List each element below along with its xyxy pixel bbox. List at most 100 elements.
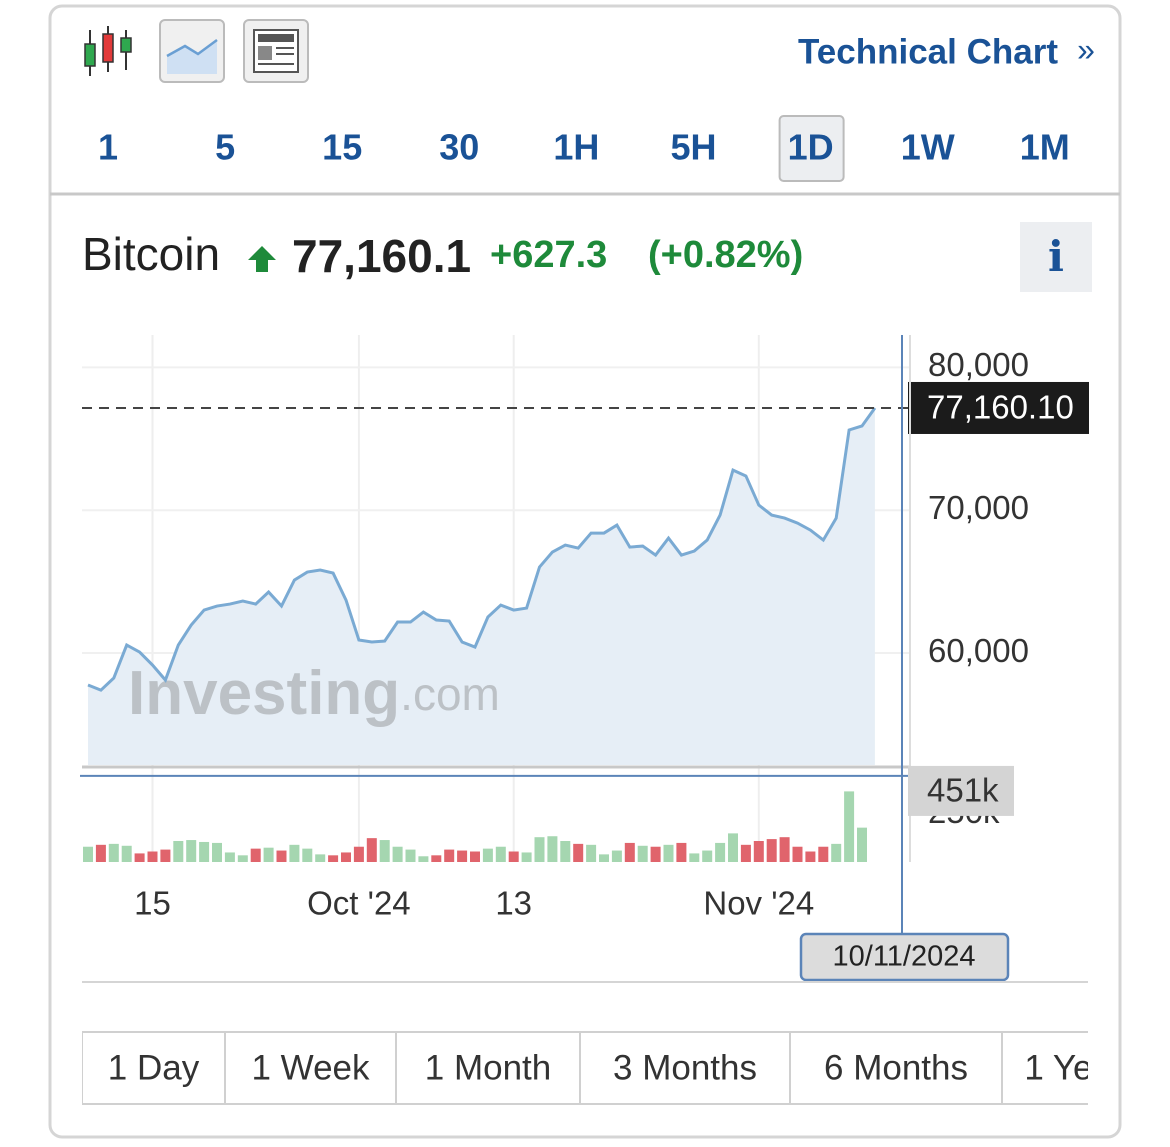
volume-bar [728,833,738,862]
table-icon[interactable] [243,19,309,83]
volume-bar [844,791,855,862]
range-label[interactable]: 1 Week [251,1048,370,1087]
link-arrow[interactable]: » [1077,31,1095,67]
volume-bar [95,844,106,862]
volume-bar [495,846,506,862]
technical-chart-link[interactable]: Technical Chart [798,32,1058,71]
volume-bar [366,838,377,862]
volume-bar [186,840,197,862]
x-tick-label: Nov '24 [703,885,814,922]
candle-icon[interactable] [84,26,132,76]
crosshair-date-box [799,932,1010,982]
instrument-name: Bitcoin [82,228,220,280]
price: 77,160.1 [292,230,471,282]
volume-bar [315,854,326,862]
volume-bar [289,844,300,862]
last-price-label: 77,160.10 [927,389,1074,426]
volume-bar [212,842,222,862]
line-icon[interactable] [159,19,225,83]
crosshair-date-label: 10/11/2024 [833,941,976,973]
volume-bar [676,842,687,862]
volume-bar [779,837,790,862]
volume-bar [457,850,468,862]
change-percent: (+0.82%) [648,234,803,276]
volume-bar [857,827,867,862]
volume-bar [224,852,235,862]
volume-bar [405,849,416,862]
interval-button[interactable]: 5H [670,127,716,168]
volume-bar [560,841,571,862]
y-tick-label: 80,000 [928,346,1029,383]
info-icon[interactable]: i [1048,232,1064,281]
volume-bar [392,846,403,862]
crosshair-volume-label: 451k [927,772,999,809]
volume-bar [250,848,261,862]
interval-button[interactable]: 15 [322,127,362,168]
range-label[interactable]: 1 Day [108,1048,200,1087]
range-button[interactable] [395,1031,581,1105]
x-tick-label: 13 [495,885,532,922]
crosshair-volume-box [908,765,1014,816]
range-button[interactable] [789,1031,1003,1105]
x-tick-label: Oct '24 [307,885,411,922]
range-label[interactable]: 1 Year [1024,1048,1124,1087]
range-bar: 1 Day 1 Week 1 Month 3 Months 6 Months 1 Year [82,1031,1150,1105]
volume-bar [818,846,829,862]
up-arrow [248,246,276,272]
volume-bar [199,841,210,862]
volume-bar [160,849,171,862]
volume-bar [302,848,313,862]
volume-bar [534,837,545,862]
range-label[interactable]: 3 Months [613,1048,757,1087]
volume-bar [379,840,390,862]
volume-bar [702,850,713,862]
volume-bar [624,842,635,862]
volume-bar [353,846,364,862]
interval-button[interactable]: 30 [439,127,479,168]
volume-bar [173,841,184,862]
volume-bar [237,855,248,862]
range-button[interactable] [1001,1031,1150,1105]
volume-bar [147,851,158,862]
interval-selected[interactable] [778,115,845,182]
info-button[interactable] [1020,222,1092,292]
volume-bar [276,850,287,862]
volume-bar [663,844,674,862]
range-label[interactable]: 1 Month [425,1048,551,1087]
volume-bar [521,852,532,862]
volume-bar [263,847,274,862]
volume-bar [611,850,622,862]
last-price-box [908,381,1089,434]
volume-bar [637,845,648,862]
interval-button[interactable]: 1W [901,127,955,168]
price-line [87,407,877,692]
range-label[interactable]: 6 Months [824,1048,968,1087]
watermark-brand: Investing [128,659,400,728]
range-button[interactable] [579,1031,791,1105]
volume-bar [108,843,119,862]
interval-button[interactable]: 1M [1020,127,1070,168]
interval-button[interactable]: 1H [553,127,599,168]
chart: 15 Oct '24 13 Nov '24 Investing.com 60,000 70,… [80,335,1089,982]
interval-button[interactable]: 1 [98,127,118,168]
volume-bar [689,853,700,862]
y-tick-label: 60,000 [928,632,1029,669]
price-area [88,407,875,765]
interval-button[interactable]: 5 [215,127,235,168]
volume-bar [470,851,480,862]
range-button[interactable] [224,1031,397,1105]
volume-bar [831,843,842,862]
volume-bar [444,849,455,862]
volume-bar [508,851,519,862]
volume-bar [740,844,751,862]
volume-bar [482,848,493,862]
interval-bar: 1 5 15 30 1H 5H 1D 1W 1M [98,115,1070,182]
interval-button[interactable]: 1D [788,127,834,168]
volume-bar [418,856,429,862]
volume-bar [766,839,777,862]
volume-bar [121,845,132,862]
volume-bar [586,844,597,862]
volume-bar [650,846,661,862]
volume-bar [599,854,609,862]
volume-bar [715,842,726,862]
